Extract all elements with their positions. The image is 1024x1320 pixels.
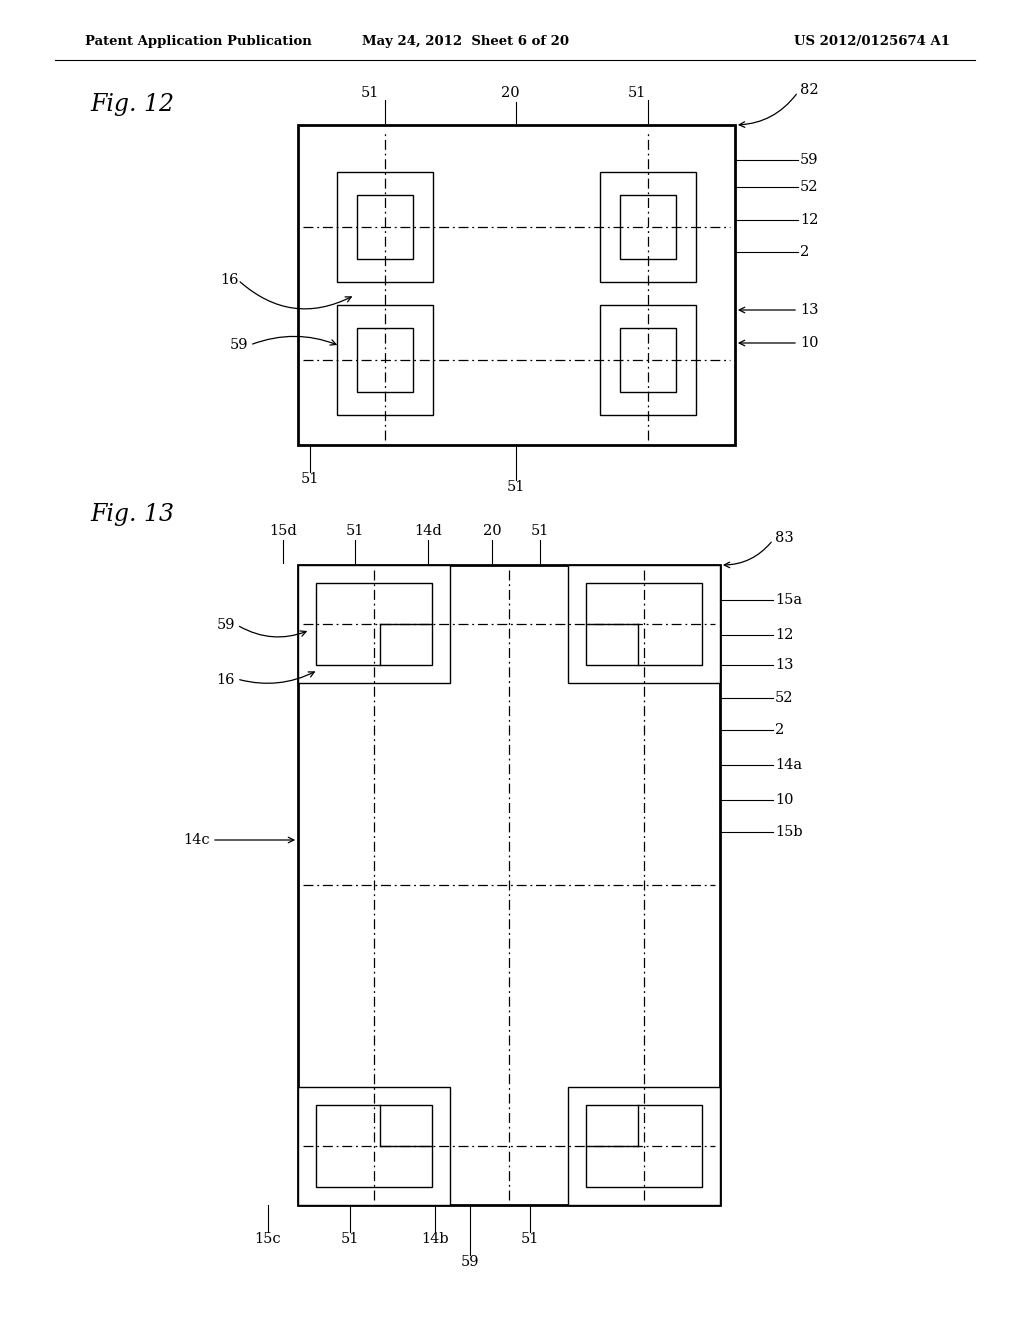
- Text: 2: 2: [800, 246, 809, 259]
- Bar: [316, 583, 432, 665]
- Text: May 24, 2012  Sheet 6 of 20: May 24, 2012 Sheet 6 of 20: [361, 36, 568, 49]
- Text: US 2012/0125674 A1: US 2012/0125674 A1: [794, 36, 950, 49]
- Text: 51: 51: [521, 1232, 540, 1246]
- Text: 51: 51: [341, 1232, 359, 1246]
- Bar: [620, 327, 676, 392]
- Bar: [586, 1105, 702, 1187]
- Text: Fig. 13: Fig. 13: [90, 503, 174, 527]
- Text: 16: 16: [216, 673, 234, 686]
- Text: 14c: 14c: [183, 833, 210, 847]
- Text: 12: 12: [800, 213, 818, 227]
- Bar: [298, 1086, 450, 1205]
- Text: 20: 20: [501, 86, 519, 100]
- Text: 13: 13: [800, 304, 818, 317]
- Text: 51: 51: [628, 86, 646, 100]
- Text: 59: 59: [800, 153, 818, 168]
- Bar: [337, 305, 433, 414]
- Text: 14b: 14b: [421, 1232, 449, 1246]
- Text: 15c: 15c: [255, 1232, 282, 1246]
- Bar: [357, 327, 413, 392]
- Text: 15b: 15b: [775, 825, 803, 840]
- Text: 13: 13: [775, 657, 794, 672]
- Bar: [568, 565, 720, 682]
- Text: 59: 59: [229, 338, 248, 352]
- Text: Fig. 12: Fig. 12: [90, 94, 174, 116]
- Text: 51: 51: [301, 473, 319, 486]
- Bar: [316, 1105, 432, 1187]
- Bar: [298, 565, 450, 682]
- Bar: [600, 305, 696, 414]
- Text: 59: 59: [461, 1255, 479, 1269]
- Text: 82: 82: [800, 83, 818, 96]
- Text: 51: 51: [530, 524, 549, 539]
- Text: 83: 83: [775, 531, 794, 545]
- Bar: [586, 583, 702, 665]
- Text: 59: 59: [216, 618, 234, 632]
- Bar: [337, 172, 433, 282]
- Text: 10: 10: [775, 793, 794, 807]
- Bar: [620, 195, 676, 259]
- Text: 20: 20: [482, 524, 502, 539]
- Text: 2: 2: [775, 723, 784, 737]
- Bar: [357, 195, 413, 259]
- Text: 14a: 14a: [775, 758, 802, 772]
- Text: 16: 16: [220, 273, 239, 286]
- Text: Patent Application Publication: Patent Application Publication: [85, 36, 311, 49]
- Text: 15d: 15d: [269, 524, 297, 539]
- Bar: [568, 1086, 720, 1205]
- Text: 12: 12: [775, 628, 794, 642]
- Text: 14d: 14d: [414, 524, 442, 539]
- Text: 52: 52: [775, 690, 794, 705]
- Text: 51: 51: [360, 86, 379, 100]
- Bar: [298, 565, 720, 1205]
- Bar: [298, 125, 735, 445]
- Text: 52: 52: [800, 180, 818, 194]
- Text: 51: 51: [346, 524, 365, 539]
- Text: 10: 10: [800, 337, 818, 350]
- Text: 15a: 15a: [775, 593, 802, 607]
- Bar: [600, 172, 696, 282]
- Text: 51: 51: [507, 480, 525, 494]
